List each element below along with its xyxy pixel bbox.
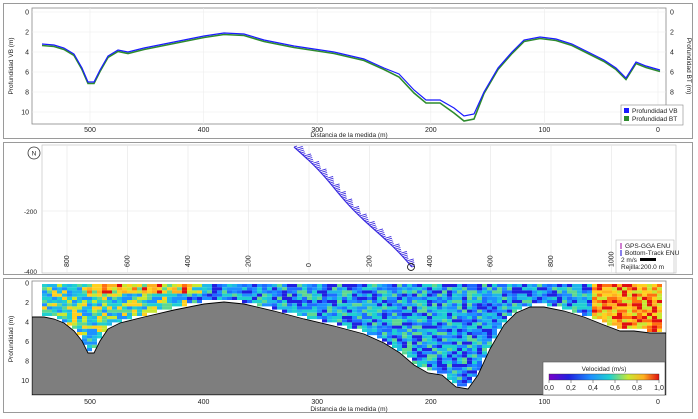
- track-end-marker: [407, 263, 415, 271]
- legend-bottom-track-label: Bottom-Track ENU: [625, 250, 680, 257]
- colorbar-tick: 0,8: [632, 385, 642, 392]
- velocity-y-label: Profundidad (m): [8, 316, 15, 363]
- depth-y-tick-left: 8: [25, 90, 29, 97]
- depth-y-tick-left: 0: [25, 10, 29, 17]
- depth-x-tick: 300: [311, 127, 323, 134]
- track-x-tick: 200: [367, 255, 374, 267]
- velocity-y-tick: 6: [25, 339, 29, 346]
- colorbar-tick: 0,4: [588, 385, 598, 392]
- track-x-tick: 0: [306, 263, 313, 267]
- colorbar-tick: 0,2: [566, 385, 576, 392]
- depth-y-tick-right: 0: [670, 10, 674, 17]
- depth-y-tick-right: 8: [670, 90, 674, 97]
- velocity-x-tick: 500: [84, 399, 96, 406]
- track-y-tick: -200: [24, 209, 37, 216]
- colorbar-title: Velocidad (m/s): [582, 366, 627, 373]
- track-x-tick: 800: [64, 255, 71, 267]
- legend-scale-label: 2 m/s: [621, 257, 638, 264]
- track-x-ticks: 800 600 400 200 0 200 400 600 800 1000: [64, 251, 616, 267]
- track-y-bottom-tick: -400: [24, 269, 37, 276]
- track-x-tick: 800: [548, 255, 555, 267]
- colorbar-gradient: [548, 373, 660, 381]
- velocity-x-ticks: 500 400 300 200 100 0: [84, 399, 660, 406]
- colorbar-tick: 0,6: [610, 385, 620, 392]
- velocity-x-tick: 400: [198, 399, 210, 406]
- track-map-chart: N -200 -400 800 600 400 200 0 200 400 600 800 100…: [24, 144, 680, 276]
- track-grid: [42, 145, 676, 273]
- depth-x-tick: 400: [198, 127, 210, 134]
- north-compass: N: [27, 146, 41, 160]
- depth-y-tick-left: 2: [25, 30, 29, 37]
- legend-grid-label: Rejilla:200.0 m: [621, 264, 664, 271]
- depth-y-tick-right: 2: [670, 30, 674, 37]
- riverbed: [32, 301, 666, 395]
- legend-vb-swatch: [624, 108, 629, 113]
- track-x-tick: 400: [427, 255, 434, 267]
- depth-y-tick-left: 4: [25, 50, 29, 57]
- velocity-x-tick: 300: [311, 399, 323, 406]
- velocity-y-tick: 10: [21, 378, 29, 385]
- colorbar-tick: 0,0: [544, 385, 554, 392]
- colorbar-ticks: 0,0 0,2 0,4 0,6 0,8 1,0: [544, 380, 664, 392]
- velocity-y-tick: 2: [25, 300, 29, 307]
- velocity-cells: [42, 284, 662, 387]
- track-x-tick: 1000: [609, 251, 616, 267]
- velocity-colorbar: Velocidad (m/s) 0,0 0,2 0,4 0,6 0,8 1,0: [542, 361, 666, 396]
- depth-y-tick-right: 6: [670, 70, 674, 77]
- velocity-panel: 0 2 4 6 8 10 500 400 300 200 100 0 Profundidad (m)…: [3, 278, 693, 413]
- depth-plot-area: [31, 7, 667, 125]
- track-x-tick: 400: [185, 255, 192, 267]
- velocity-y-ticks: 0 2 4 6 8 10: [21, 281, 29, 386]
- depth-legend: Profundidad VB Profundidad BT: [620, 104, 684, 126]
- depth-profile-chart: 0 2 4 6 8 10 0 2 4 6 8 10 500 400 300 200 100 0 Profund…: [8, 7, 692, 139]
- depth-x-label: Distancia de la medida (m): [310, 132, 387, 139]
- velocity-x-tick: 0: [656, 399, 660, 406]
- track-x-tick: 200: [246, 255, 253, 267]
- north-label: N: [32, 151, 37, 158]
- track-x-tick: 600: [125, 255, 132, 267]
- legend-bt-swatch: [624, 116, 629, 121]
- velocity-x-tick: 200: [425, 399, 437, 406]
- velocity-x-label: Distancia de la medida (m): [310, 406, 387, 413]
- track-path: [293, 145, 415, 268]
- depth-x-tick: 200: [425, 127, 437, 134]
- depth-x-ticks: 500 400 300 200 100 0: [84, 127, 660, 134]
- velocity-y-tick: 0: [25, 281, 29, 288]
- depth-y-ticks-left: 0 2 4 6 8 10: [21, 10, 29, 117]
- track-x-tick: 600: [488, 255, 495, 267]
- velocity-chart: 0 2 4 6 8 10 500 400 300 200 100 0 Profundidad (m)…: [8, 281, 667, 413]
- depth-y-tick-right: 4: [670, 50, 674, 57]
- legend-scale-bar: [640, 258, 656, 261]
- depth-y-label-right: Profundidad BT (m): [685, 38, 692, 95]
- depth-x-tick: 500: [84, 127, 96, 134]
- depth-vb-line: [41, 32, 661, 117]
- legend-vb-label: Profundidad VB: [632, 108, 678, 115]
- depth-x-tick: 0: [656, 127, 660, 134]
- depth-y-tick-left: 10: [21, 110, 29, 117]
- depth-bt-line: [41, 33, 661, 122]
- track-map-panel: N -200 -400 800 600 400 200 0 200 400 600 800 100…: [3, 142, 693, 276]
- velocity-x-tick: 100: [539, 399, 551, 406]
- legend-bt-label: Profundidad BT: [632, 116, 677, 123]
- depth-y-label-left: Profundidad VB (m): [8, 37, 15, 94]
- depth-profile-panel: 0 2 4 6 8 10 0 2 4 6 8 10 500 400 300 200 100 0 Profund…: [3, 3, 693, 139]
- colorbar-tick: 1,0: [654, 385, 664, 392]
- velocity-y-tick: 4: [25, 320, 29, 327]
- depth-x-tick: 100: [539, 127, 551, 134]
- track-legend: GPS-GGA ENU Bottom-Track ENU 2 m/s Rejil…: [615, 239, 680, 274]
- depth-grid: [32, 8, 666, 124]
- velocity-y-tick: 8: [25, 359, 29, 366]
- depth-y-tick-left: 6: [25, 70, 29, 77]
- legend-gps-label: GPS-GGA ENU: [625, 243, 671, 250]
- track-plot-area: [41, 144, 677, 274]
